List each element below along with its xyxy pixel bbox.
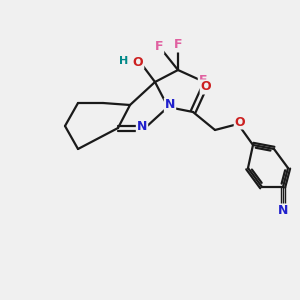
Text: O: O xyxy=(201,80,211,94)
Text: F: F xyxy=(174,38,182,52)
Text: N: N xyxy=(165,98,175,112)
Text: H: H xyxy=(119,56,129,66)
Text: N: N xyxy=(278,205,288,218)
Text: O: O xyxy=(133,56,143,68)
Text: N: N xyxy=(137,119,147,133)
Text: F: F xyxy=(155,40,163,53)
Text: F: F xyxy=(199,74,207,86)
Text: O: O xyxy=(235,116,245,128)
